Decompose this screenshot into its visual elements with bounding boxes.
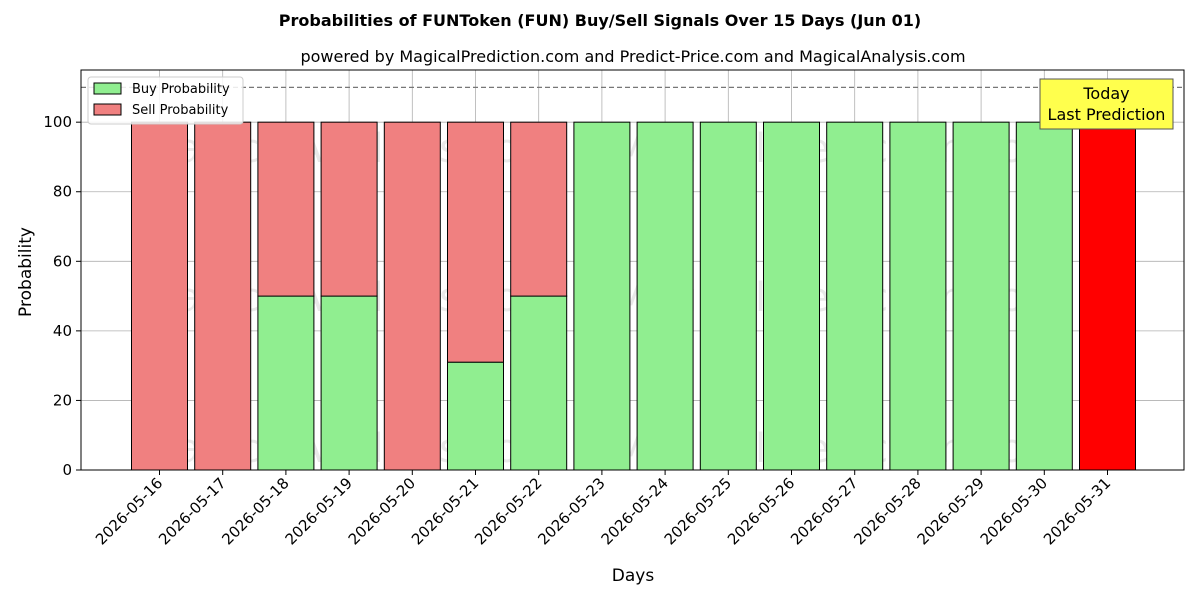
x-tick-label: 2026-05-20 bbox=[345, 474, 419, 548]
y-tick-label: 80 bbox=[53, 183, 72, 201]
buy-bar bbox=[889, 121, 947, 471]
annotation-box bbox=[1039, 78, 1174, 130]
x-tick-label: 2026-05-17 bbox=[155, 474, 229, 548]
sell-bar bbox=[131, 121, 188, 471]
x-tick-label: 2026-05-24 bbox=[598, 474, 672, 548]
x-tick-label: 2026-05-18 bbox=[218, 474, 292, 548]
x-tick-label: 2026-05-26 bbox=[724, 474, 798, 548]
x-axis-label: Days bbox=[612, 566, 655, 586]
buy-bar bbox=[699, 121, 757, 471]
buy-bar bbox=[257, 295, 315, 471]
buy-bar bbox=[952, 121, 1010, 471]
legend: Buy Probability Sell Probability bbox=[87, 76, 244, 125]
x-tick-label: 2026-05-19 bbox=[282, 474, 356, 548]
plot-frame bbox=[80, 69, 1185, 471]
chart-subtitle: powered by MagicalPrediction.com and Pre… bbox=[300, 47, 965, 66]
sell-bar-highlighted bbox=[1079, 121, 1136, 471]
x-tick-label: 2026-05-16 bbox=[92, 474, 166, 548]
y-axis-label: Probability bbox=[16, 227, 36, 317]
today-annotation: Today Last Prediction bbox=[1039, 78, 1174, 130]
x-tick-label: 2026-05-28 bbox=[850, 474, 924, 548]
buy-bar bbox=[320, 295, 378, 471]
x-tick-label: 2026-05-21 bbox=[408, 474, 482, 548]
legend-swatch bbox=[93, 82, 122, 95]
y-tick-label: 40 bbox=[53, 322, 72, 340]
annotation-text: Today bbox=[1082, 84, 1129, 103]
legend-label: Buy Probability bbox=[132, 82, 230, 97]
y-tick-label: 0 bbox=[62, 461, 72, 479]
bars-layer bbox=[131, 121, 1136, 471]
x-tick-label: 2026-05-22 bbox=[471, 474, 545, 548]
legend-label: Sell Probability bbox=[132, 103, 229, 118]
axes-layer bbox=[80, 69, 1185, 471]
buy-bar bbox=[1015, 121, 1073, 471]
x-tick-label: 2026-05-25 bbox=[661, 474, 735, 548]
legend-box bbox=[87, 76, 244, 125]
sell-bar bbox=[383, 121, 441, 471]
annotation-text: Last Prediction bbox=[1048, 105, 1166, 124]
legend-swatch bbox=[93, 103, 122, 116]
buy-bar bbox=[826, 121, 884, 471]
buy-bar bbox=[447, 361, 504, 471]
buy-bar bbox=[573, 121, 631, 471]
sell-bar bbox=[320, 121, 378, 297]
x-tick-label: 2026-05-23 bbox=[534, 474, 608, 548]
x-tick-label: 2026-05-27 bbox=[787, 474, 861, 548]
y-tick-label: 20 bbox=[53, 391, 72, 409]
buy-bar bbox=[510, 295, 568, 471]
buy-bar bbox=[636, 121, 694, 471]
x-tick-label: 2026-05-29 bbox=[914, 474, 988, 548]
chart-title: Probabilities of FUNToken (FUN) Buy/Sell… bbox=[279, 11, 921, 30]
sell-bar bbox=[447, 121, 504, 363]
buy-bar bbox=[763, 121, 820, 471]
sell-bar bbox=[257, 121, 315, 297]
sell-bar bbox=[510, 121, 568, 297]
x-tick-label: 2026-05-30 bbox=[977, 474, 1051, 548]
sell-bar bbox=[194, 121, 252, 471]
x-tick-label: 2026-05-31 bbox=[1040, 474, 1114, 548]
y-tick-label: 100 bbox=[43, 113, 72, 131]
y-tick-label: 60 bbox=[53, 252, 72, 270]
